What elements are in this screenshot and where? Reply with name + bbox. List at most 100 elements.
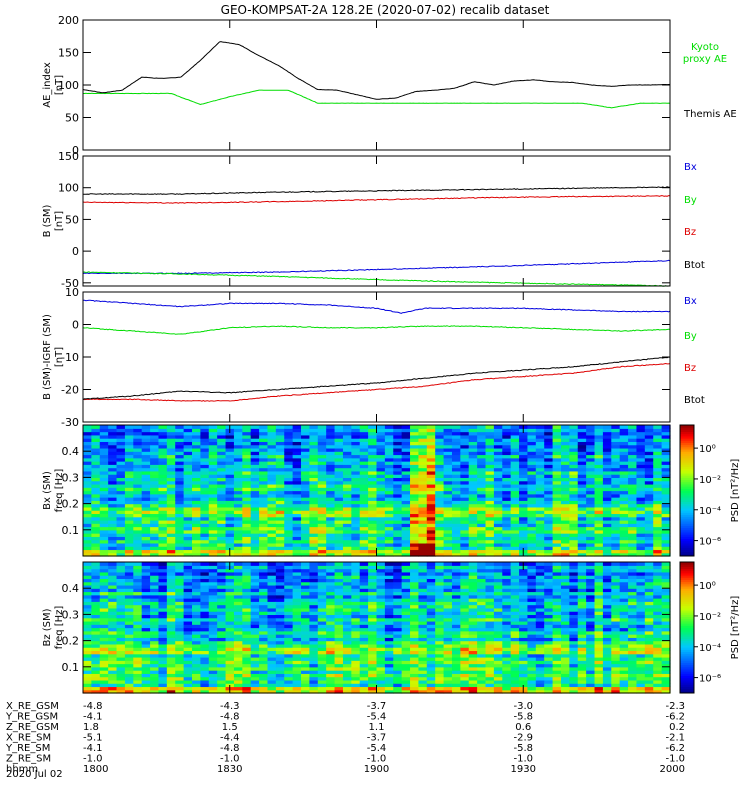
spectrogram-cell: [99, 670, 109, 674]
spectrogram-cell: [644, 457, 654, 462]
spectrogram-cell: [384, 640, 394, 645]
spectrogram-cell: [301, 656, 311, 661]
spectrogram-cell: [552, 425, 562, 429]
spectrogram-cell: [242, 673, 252, 678]
spectrogram-cell: [108, 546, 118, 551]
spectrogram-cell: [91, 516, 101, 521]
spectrogram-cell: [309, 676, 319, 681]
spectrogram-cell: [477, 594, 487, 599]
spectrogram-cell: [301, 487, 311, 492]
y-tick-label: 100: [58, 182, 79, 195]
spectrogram-cell: [460, 474, 470, 479]
spectrogram-cell: [644, 539, 654, 544]
spectrogram-cell: [435, 604, 445, 609]
spectrogram-cell: [418, 542, 428, 547]
spectrogram-cell: [116, 607, 126, 612]
spectrogram-cell: [275, 581, 285, 586]
spectrogram-cell: [200, 670, 210, 674]
spectrogram-cell: [552, 500, 562, 505]
spectrogram-cell: [426, 617, 436, 622]
spectrogram-cell: [292, 497, 302, 501]
spectrogram-cell: [217, 647, 227, 652]
spectrogram-cell: [368, 647, 378, 652]
spectrogram-cell: [141, 598, 151, 602]
spectrogram-cell: [192, 647, 201, 652]
spectrogram-cell: [451, 441, 461, 446]
spectrogram-cell: [426, 549, 436, 554]
spectrogram-cell: [359, 457, 369, 462]
spectrogram-cell: [435, 490, 445, 495]
spectrogram-cell: [477, 660, 487, 665]
spectrogram-cell: [334, 686, 344, 691]
spectrogram-cell: [410, 490, 420, 495]
spectrogram-cell: [426, 676, 436, 681]
spectrogram-cell: [233, 617, 243, 622]
y-tick-label: 0: [72, 245, 79, 258]
spectrogram-cell: [493, 510, 503, 515]
spectrogram-cell: [150, 643, 160, 648]
spectrogram-cell: [166, 447, 176, 452]
spectrogram-cell: [175, 594, 185, 599]
spectrogram-cell: [301, 457, 311, 462]
spectrogram-cell: [133, 588, 143, 593]
spectrogram-cell: [150, 562, 160, 566]
spectrogram-cell: [267, 490, 277, 495]
spectrogram-cell: [192, 594, 201, 599]
spectrogram-cell: [175, 604, 185, 609]
spectrogram-cell: [628, 441, 638, 446]
spectrogram-cell: [175, 656, 185, 661]
spectrogram-cell: [150, 673, 160, 678]
spectrogram-cell: [376, 686, 386, 691]
spectrogram-cell: [410, 454, 420, 459]
spectrogram-cell: [150, 656, 160, 661]
spectrogram-cell: [133, 500, 143, 505]
spectrogram-cell: [569, 444, 579, 449]
spectrogram-cell: [284, 461, 294, 465]
spectrogram-cell: [644, 487, 654, 492]
spectrogram-cell: [108, 516, 118, 521]
spectrogram-cell: [141, 519, 151, 524]
spectrogram-cell: [510, 474, 520, 479]
spectrogram-cell: [644, 523, 654, 528]
spectrogram-cell: [368, 686, 378, 691]
spectrogram-cell: [401, 519, 411, 524]
spectrogram-cell: [368, 670, 378, 674]
spectrogram-cell: [636, 441, 646, 446]
spectrogram-cell: [443, 653, 453, 658]
spectrogram-cell: [376, 571, 386, 576]
spectrogram-cell: [166, 425, 176, 429]
spectrogram-cell: [451, 568, 461, 573]
y-tick-label: 0.2: [62, 498, 80, 511]
spectrogram-cell: [510, 454, 520, 459]
spectrogram-cell: [175, 483, 185, 488]
spectrogram-cell: [451, 679, 461, 684]
spectrogram-cell: [301, 549, 311, 554]
spectrogram-cell: [292, 591, 302, 596]
spectrogram-cell: [217, 500, 227, 505]
spectrogram-cell: [368, 683, 378, 688]
spectrogram-cell: [233, 647, 243, 652]
spectrogram-cell: [502, 497, 512, 501]
spectrogram-cell: [275, 523, 285, 528]
spectrogram-cell: [527, 464, 537, 469]
spectrogram-cell: [619, 510, 629, 515]
spectrogram-cell: [175, 568, 185, 573]
spectrogram-cell: [435, 474, 445, 479]
spectrogram-cell: [577, 457, 587, 462]
spectrogram-cell: [435, 464, 445, 469]
spectrogram-cell: [443, 457, 453, 462]
spectrogram-cell: [376, 490, 386, 495]
spectrogram-cell: [384, 542, 394, 547]
spectrogram-cell: [99, 464, 109, 469]
spectrogram-cell: [611, 447, 621, 452]
spectrogram-cell: [284, 441, 294, 446]
spectrogram-cell: [250, 447, 260, 452]
spectrogram-cell: [426, 451, 436, 456]
spectrogram-cell: [418, 575, 428, 579]
spectrogram-cell: [577, 490, 587, 495]
spectrogram-cell: [393, 620, 403, 625]
colorbar-swatch: [680, 442, 694, 446]
spectrogram-cell: [183, 542, 193, 547]
spectrogram-cell: [569, 474, 579, 479]
spectrogram-cell: [611, 431, 621, 436]
